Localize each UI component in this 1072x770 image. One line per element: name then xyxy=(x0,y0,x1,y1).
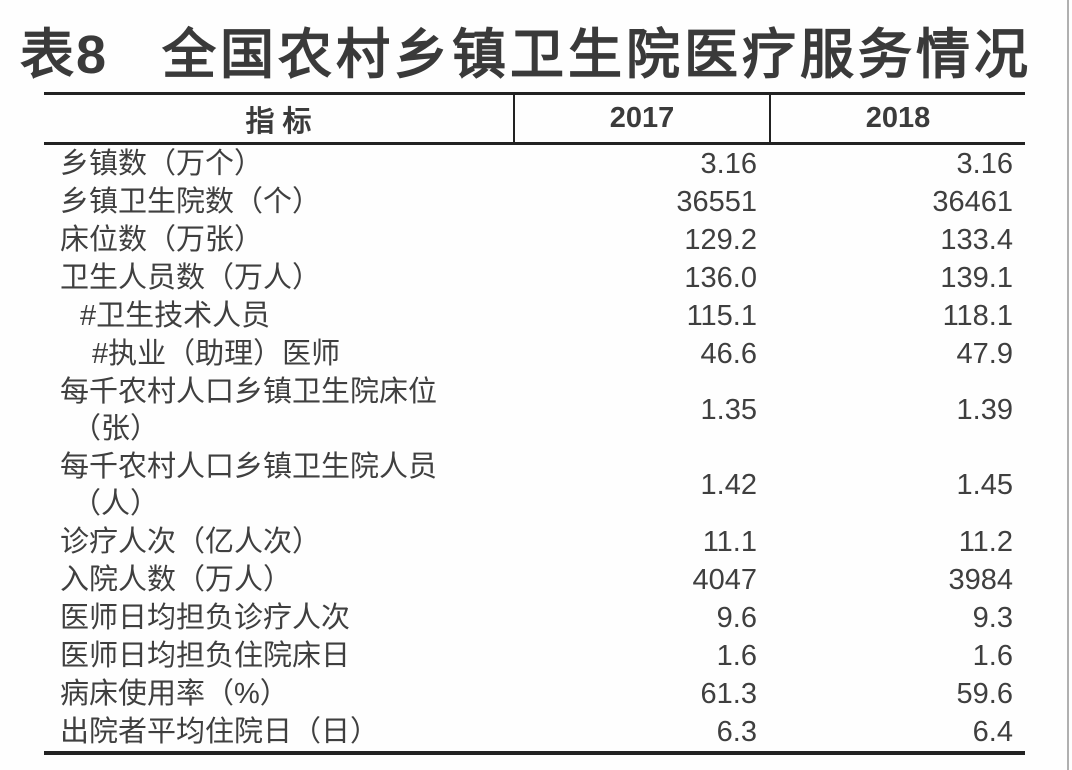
table-row: 入院人数（万人） 4047 3984 xyxy=(44,561,1025,599)
value-2017-cell: 1.35 xyxy=(700,394,757,426)
indicator-text: 每千农村人口乡镇卫生院人员 xyxy=(60,450,438,483)
table-title: 表8 全国农村乡镇卫生院医疗服务情况 xyxy=(20,10,1032,89)
table-row: 每千农村人口乡镇卫生院床位 （张） 1.35 1.39 xyxy=(44,373,1025,448)
table-title-text: 全国农村乡镇卫生院医疗服务情况 xyxy=(162,25,1033,85)
indicator-cell: 医师日均担负诊疗人次 xyxy=(44,600,515,637)
table-row: 医师日均担负住院床日 1.6 1.6 xyxy=(44,637,1025,675)
indicator-cell: 出院者平均住院日（日） xyxy=(44,714,515,751)
indicator-text: 出院者平均住院日（日） xyxy=(60,715,380,748)
indicator-text: 医师日均担负诊疗人次 xyxy=(60,601,351,634)
value-2017-cell: 129.2 xyxy=(684,223,757,256)
indicator-cell: 医师日均担负住院床日 xyxy=(44,638,515,675)
value-2017-cell: 46.6 xyxy=(700,337,757,370)
indicator-cell: 病床使用率（%） xyxy=(44,676,515,713)
indicator-text: 医师日均担负住院床日 xyxy=(60,639,351,672)
value-2018-cell: 36461 xyxy=(932,185,1013,218)
value-2017-cell: 1.42 xyxy=(700,469,757,501)
indicator-cell: #执业（助理）医师 xyxy=(44,336,515,373)
table-row: 病床使用率（%） 61.3 59.6 xyxy=(44,675,1025,713)
table-row: 医师日均担负诊疗人次 9.6 9.3 xyxy=(44,599,1025,637)
table-row: 乡镇卫生院数（个） 36551 36461 xyxy=(44,183,1025,221)
header-year-2018: 2018 xyxy=(865,102,931,134)
indicator-text: 诊疗人次（亿人次） xyxy=(60,525,322,558)
value-2018-cell: 133.4 xyxy=(940,223,1013,256)
indicator-text-line2: （张） xyxy=(72,412,160,445)
value-2018-cell: 59.6 xyxy=(956,677,1013,710)
header-indicator: 指 标 xyxy=(44,95,515,142)
indicator-text: 乡镇数（万个） xyxy=(60,147,264,180)
table-row: 每千农村人口乡镇卫生院人员 （人） 1.42 1.45 xyxy=(44,448,1025,523)
table-row: 乡镇数（万个） 3.16 3.16 xyxy=(44,145,1025,183)
indicator-text: 卫生人员数（万人） xyxy=(60,261,322,294)
indicator-text: 病床使用率（%） xyxy=(60,677,289,710)
indicator-text: 床位数（万张） xyxy=(60,223,264,256)
statistics-table: 指 标 2017 2018 乡镇数（万个） 3.16 3.16 乡镇卫生院数（个… xyxy=(44,92,1025,755)
table-row: #执业（助理）医师 46.6 47.9 xyxy=(44,335,1025,373)
value-2018-cell: 1.45 xyxy=(956,469,1013,501)
value-2017-cell: 6.3 xyxy=(716,715,757,748)
value-2018-cell: 6.4 xyxy=(972,715,1013,748)
value-2017-cell: 11.1 xyxy=(702,525,757,558)
table-row: 诊疗人次（亿人次） 11.1 11.2 xyxy=(44,523,1025,561)
indicator-text: #卫生技术人员 xyxy=(80,299,271,332)
header-year-2017: 2017 xyxy=(515,95,771,142)
indicator-cell: 诊疗人次（亿人次） xyxy=(44,524,515,561)
value-2017-cell: 3.16 xyxy=(700,147,757,180)
indicator-cell: 乡镇数（万个） xyxy=(44,146,515,183)
indicator-cell: 入院人数（万人） xyxy=(44,562,515,599)
value-2018-cell: 9.3 xyxy=(972,601,1013,634)
indicator-text-line2: （人） xyxy=(72,487,160,520)
indicator-text: 乡镇卫生院数（个） xyxy=(60,185,322,218)
indicator-cell: 乡镇卫生院数（个） xyxy=(44,184,515,221)
table-body: 乡镇数（万个） 3.16 3.16 乡镇卫生院数（个） 36551 36461 … xyxy=(44,145,1025,751)
value-2018-cell: 1.6 xyxy=(972,639,1013,672)
value-2018-cell: 118.1 xyxy=(942,299,1013,332)
value-2017-cell: 9.6 xyxy=(716,601,757,634)
value-2017-cell: 1.6 xyxy=(716,639,757,672)
indicator-text: 每千农村人口乡镇卫生院床位 xyxy=(60,375,438,408)
value-2018-cell: 139.1 xyxy=(940,261,1013,294)
value-2017-cell: 136.0 xyxy=(684,261,757,294)
value-2017-cell: 36551 xyxy=(676,185,757,218)
value-2018-cell: 3984 xyxy=(948,563,1013,596)
table-row: 出院者平均住院日（日） 6.3 6.4 xyxy=(44,713,1025,751)
indicator-cell: 床位数（万张） xyxy=(44,222,515,259)
table-row: #卫生技术人员 115.1 118.1 xyxy=(44,297,1025,335)
value-2018-cell: 1.39 xyxy=(956,394,1013,426)
indicator-cell: 卫生人员数（万人） xyxy=(44,260,515,297)
value-2017-cell: 4047 xyxy=(692,563,757,596)
value-2018-cell: 3.16 xyxy=(956,147,1013,180)
indicator-cell: #卫生技术人员 xyxy=(44,298,515,335)
indicator-cell: 每千农村人口乡镇卫生院床位 （张） xyxy=(44,374,515,447)
value-2018-cell: 47.9 xyxy=(956,337,1013,370)
indicator-cell: 每千农村人口乡镇卫生院人员 （人） xyxy=(44,449,515,522)
table-header-row: 指 标 2017 2018 xyxy=(44,95,1025,145)
indicator-text: 入院人数（万人） xyxy=(60,563,293,596)
table-number: 表8 xyxy=(20,25,109,85)
indicator-text: #执业（助理）医师 xyxy=(92,337,341,370)
value-2017-cell: 115.1 xyxy=(686,299,757,332)
value-2018-cell: 11.2 xyxy=(958,525,1013,558)
value-2017-cell: 61.3 xyxy=(700,677,757,710)
scan-edge-line xyxy=(1067,0,1069,770)
table-row: 卫生人员数（万人） 136.0 139.1 xyxy=(44,259,1025,297)
table-row: 床位数（万张） 129.2 133.4 xyxy=(44,221,1025,259)
